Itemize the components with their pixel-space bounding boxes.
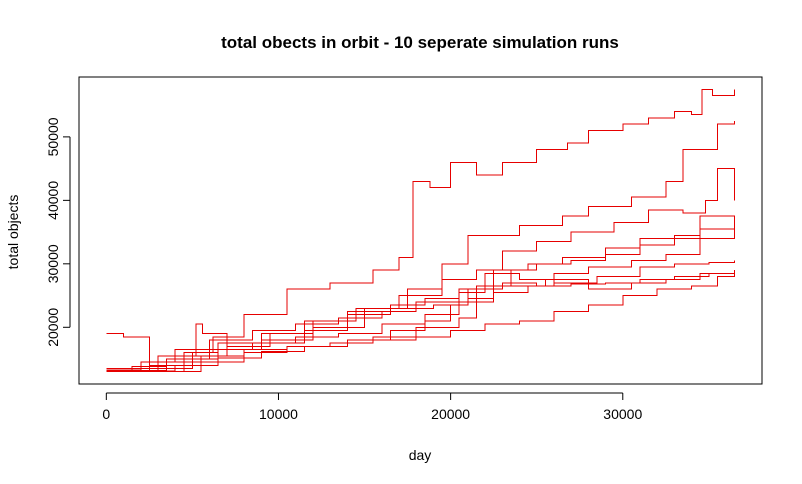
y-axis-label: total objects <box>5 195 21 270</box>
series-layer <box>106 88 736 373</box>
y-axis: 20000 30000 40000 50000 <box>45 117 71 347</box>
x-tick-label: 0 <box>102 406 110 422</box>
y-tick-label: 30000 <box>45 244 61 283</box>
x-tick-label: 30000 <box>603 406 642 422</box>
chart-title: total obects in orbit - 10 seperate simu… <box>221 33 619 52</box>
x-axis-label: day <box>409 447 432 463</box>
y-tick-label: 20000 <box>45 308 61 347</box>
series-line-6 <box>106 260 736 371</box>
x-axis: 0 10000 20000 30000 <box>102 392 642 422</box>
y-tick-label: 50000 <box>45 117 61 156</box>
series-line-7 <box>106 270 736 373</box>
y-tick-label: 40000 <box>45 181 61 220</box>
series-line-1 <box>106 88 736 373</box>
x-tick-label: 10000 <box>259 406 298 422</box>
x-tick-label: 20000 <box>431 406 470 422</box>
series-line-10 <box>106 228 736 371</box>
plot-frame <box>78 76 763 385</box>
series-line-8 <box>106 270 736 373</box>
series-line-9 <box>106 270 736 373</box>
